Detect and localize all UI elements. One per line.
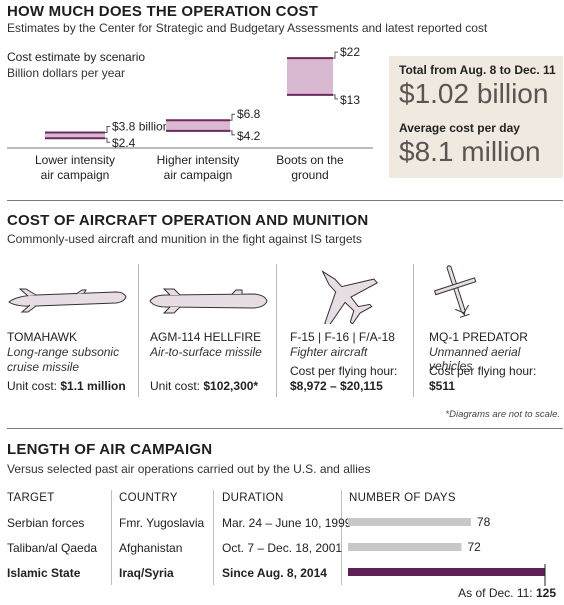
- cost-chart-title: Cost estimate by scenario: [7, 50, 146, 64]
- days-value-label-0: 78: [477, 515, 491, 529]
- daily-cost-value: $8.1 million: [399, 136, 541, 167]
- divider-2: [7, 428, 563, 429]
- range-category-label-0-1: air campaign: [41, 168, 110, 182]
- range-low-connector-0: [105, 137, 110, 143]
- item3-desc-line1: Fighter aircraft: [290, 345, 368, 359]
- table-divider-2: [213, 490, 214, 585]
- col-header-target: TARGET: [7, 492, 55, 504]
- asof-value: 125: [535, 586, 556, 600]
- range-category-label-2-0: Boots on the: [276, 153, 344, 167]
- range-category-label-1-0: Higher intensity: [157, 153, 240, 167]
- tomahawk-missile-icon: [8, 288, 127, 313]
- row1-duration: Mar. 24 – June 10, 1999: [222, 516, 352, 530]
- divider-1: [7, 200, 563, 201]
- item4-name: MQ-1 PREDATOR: [429, 330, 528, 344]
- section2-subtitle: Commonly-used aircraft and munition in t…: [7, 232, 362, 246]
- item2-name: AGM-114 HELLFIRE: [150, 330, 262, 344]
- item2-desc-line1: Air-to-surface missile: [150, 345, 262, 359]
- section1-title: HOW MUCH DOES THE OPERATION COST: [7, 3, 319, 20]
- col-divider-3: [413, 264, 414, 397]
- row1-target: Serbian forces: [7, 516, 85, 530]
- range-bar-2: [287, 58, 333, 95]
- section2-title: COST OF AIRCRAFT OPERATION AND MUNITION: [7, 212, 369, 229]
- col-divider-1: [138, 264, 139, 397]
- item4-cost-label: Cost per flying hour:: [429, 364, 537, 378]
- asof-text: As of Dec. 11:: [458, 586, 533, 600]
- item2-cost: Unit cost: $102,300*: [150, 379, 258, 393]
- hellfire-missile-icon: [149, 288, 268, 314]
- item3-cost-value: $8,972 – $20,115: [290, 379, 383, 393]
- days-value-label-1: 72: [467, 540, 481, 554]
- table-divider-3: [341, 490, 342, 585]
- item2-cost-value: $102,300*: [203, 379, 259, 393]
- section3-title: LENGTH OF AIR CAMPAIGN: [7, 441, 213, 458]
- item1-name: TOMAHAWK: [7, 330, 78, 344]
- days-bar-0: [348, 518, 471, 526]
- section1-subtitle: Estimates by the Center for Strategic an…: [7, 21, 488, 35]
- item1-desc-line2: cruise missile: [7, 360, 80, 374]
- range-high-connector-1: [230, 113, 235, 121]
- range-category-label-0-0: Lower intensity: [35, 153, 115, 167]
- row1-country: Fmr. Yugoslavia: [119, 516, 205, 530]
- col-divider-2: [276, 264, 277, 397]
- days-bar-2: [348, 568, 545, 576]
- col-header-duration: DURATION: [222, 492, 284, 504]
- range-high-label-1: $6.8: [237, 107, 261, 121]
- item1-cost-value: $1.1 million: [60, 379, 126, 393]
- range-low-connector-2: [333, 94, 338, 100]
- range-category-label-2-1: ground: [291, 168, 328, 182]
- item4-desc-line1: Unmanned aerial vehicles: [429, 345, 521, 373]
- range-bar-1: [166, 120, 230, 131]
- range-category-label-1-1: air campaign: [164, 168, 233, 182]
- fighter-jet-icon: [321, 270, 379, 324]
- item2-cost-label: Unit cost:: [150, 379, 201, 393]
- item3-name: F-15 | F-16 | F/A-18: [290, 330, 395, 344]
- range-low-connector-1: [230, 130, 235, 136]
- range-low-label-1: $4.2: [237, 129, 261, 143]
- table-divider-1: [111, 490, 112, 585]
- row3-duration: Since Aug. 8, 2014: [222, 566, 327, 580]
- row2-country: Afghanistan: [119, 541, 183, 555]
- total-period-value: $1.02 billion: [399, 78, 549, 109]
- col-header-country: COUNTRY: [119, 492, 178, 504]
- predator-drone-icon: [434, 265, 477, 318]
- row2-target: Taliban/al Qaeda: [7, 541, 98, 555]
- scale-note: *Diagrams are not to scale.: [445, 409, 560, 420]
- daily-cost-label: Average cost per day: [399, 121, 520, 135]
- days-bar-chart: 78 72: [348, 515, 546, 586]
- totals-box: Total from Aug. 8 to Dec. 11 $1.02 billi…: [389, 56, 563, 178]
- range-low-label-0: $2.4: [112, 136, 136, 150]
- row3-target: Islamic State: [7, 566, 81, 580]
- item1-cost-label: Unit cost:: [7, 379, 58, 393]
- range-high-connector-0: [105, 125, 110, 133]
- row3-country: Iraq/Syria: [119, 566, 174, 580]
- item1-cost: Unit cost: $1.1 million: [7, 379, 126, 393]
- item3-cost-label: Cost per flying hour:: [290, 364, 398, 378]
- days-bar-1: [348, 543, 462, 551]
- range-high-label-0: $3.8 billion: [112, 119, 169, 133]
- range-bar-0: [45, 132, 105, 139]
- range-low-label-2: $13: [340, 93, 360, 107]
- item4-cost-value: $511: [429, 379, 456, 393]
- section3-subtitle: Versus selected past air operations carr…: [7, 462, 371, 476]
- item1-desc-line1: Long-range subsonic: [7, 345, 120, 359]
- total-period-label: Total from Aug. 8 to Dec. 11: [399, 63, 556, 77]
- range-high-connector-2: [333, 51, 338, 59]
- asof-label: As of Dec. 11: 125: [458, 586, 556, 600]
- cost-chart-unit: Billion dollars per year: [7, 66, 126, 80]
- range-high-label-2: $22: [340, 45, 360, 59]
- col-header-days: NUMBER OF DAYS: [349, 492, 456, 504]
- row2-duration: Oct. 7 – Dec. 18, 2001: [222, 541, 343, 555]
